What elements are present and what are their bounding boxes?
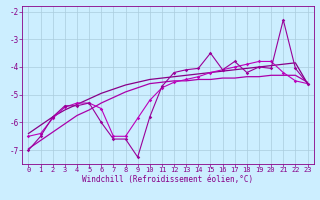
X-axis label: Windchill (Refroidissement éolien,°C): Windchill (Refroidissement éolien,°C)	[83, 175, 253, 184]
